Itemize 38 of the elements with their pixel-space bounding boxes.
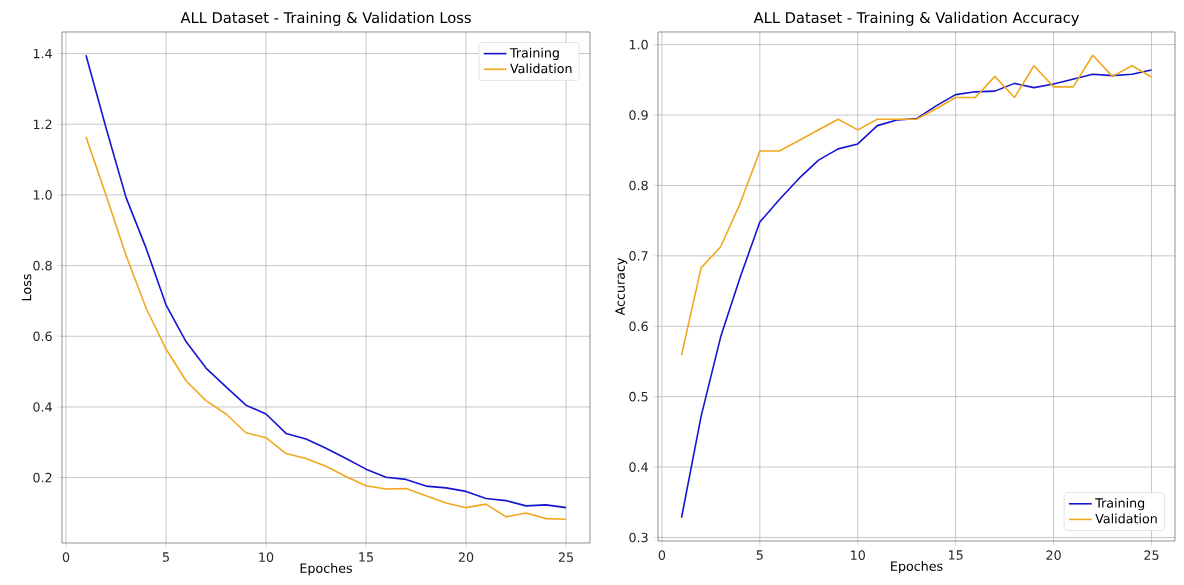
y-tick-label: 0.7 (629, 251, 648, 261)
y-tick-label: 0.6 (629, 321, 648, 332)
y-tick-label: 0.8 (33, 260, 52, 271)
y-tick-label: 0.5 (629, 391, 648, 402)
y-tick-label: 0.4 (33, 402, 52, 412)
x-tick-label: 15 (949, 550, 963, 560)
x-tick-label: 15 (359, 552, 373, 562)
y-tick-label: 0.8 (629, 180, 648, 191)
x-tick-label: 5 (756, 550, 763, 560)
y-tick-label: 1.0 (629, 39, 648, 50)
x-tick-label: 0 (62, 552, 70, 562)
y-tick-label: 0.2 (33, 472, 52, 483)
x-tick-label: 10 (851, 550, 865, 560)
y-tick-label: 0.9 (629, 110, 648, 120)
y-tick-label: 1.2 (33, 119, 52, 129)
chart-title: ALL Dataset - Training & Validation Accuracy (753, 11, 1080, 26)
y-tick-label: 0.3 (629, 532, 648, 543)
chart-title: ALL Dataset - Training & Validation Loss (180, 11, 471, 26)
x-tick-label: 20 (458, 552, 474, 562)
x-axis-title: Epoches (300, 563, 352, 576)
y-tick-label: 1.4 (33, 48, 52, 59)
x-axis-title: Epoches (891, 561, 943, 574)
legend-label: Training (1095, 497, 1145, 511)
legend-label: Validation (510, 63, 572, 74)
y-axis-title: Accuracy (615, 257, 628, 316)
x-tick-label: 0 (658, 550, 666, 560)
y-tick-label: 0.4 (629, 462, 648, 472)
y-tick-label: 1.0 (33, 190, 52, 200)
y-tick-label: 0.6 (33, 331, 52, 342)
x-tick-label: 5 (162, 552, 169, 562)
x-tick-label: 10 (259, 552, 274, 562)
line-series (85, 136, 567, 521)
legend-label: Validation (1095, 513, 1157, 524)
y-axis-title: Loss (21, 274, 32, 301)
x-tick-label: 25 (558, 552, 573, 562)
legend-label: Training (509, 47, 559, 61)
x-tick-label: 20 (1046, 550, 1061, 560)
x-tick-label: 25 (1144, 550, 1159, 560)
